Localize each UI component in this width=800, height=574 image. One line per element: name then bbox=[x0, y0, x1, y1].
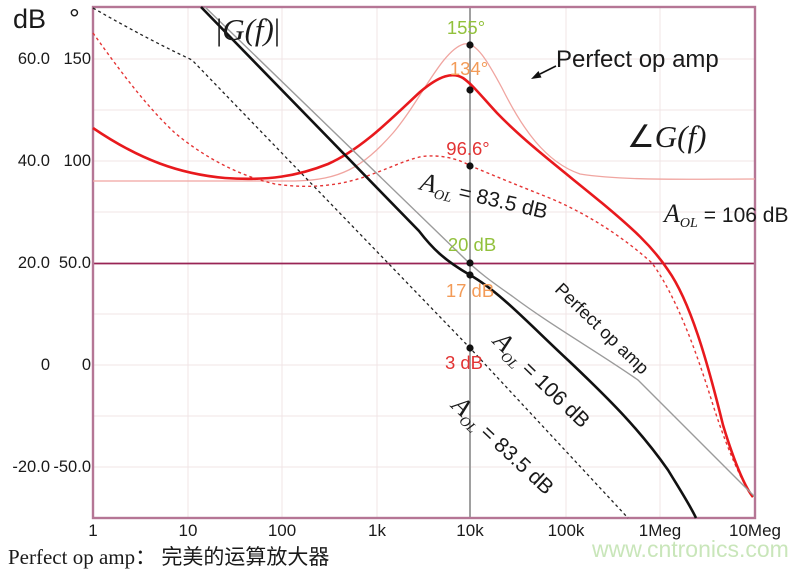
y-tick-db: -20.0 bbox=[12, 458, 50, 476]
cursor-value-gain-106: 17 dB bbox=[445, 280, 495, 301]
y-tick-db: 60.0 bbox=[17, 50, 50, 68]
phase-curve-perfect bbox=[93, 43, 756, 182]
x-tick: 100 bbox=[267, 521, 297, 540]
y-axis-unit-deg: ° bbox=[69, 4, 80, 34]
x-tick: 10 bbox=[178, 521, 198, 540]
cursor-value-phase-106: 134° bbox=[449, 58, 489, 79]
cursor-value-phase-835: 96.6° bbox=[446, 138, 490, 159]
y-tick-db: 0 bbox=[40, 356, 50, 374]
y-tick-deg: 150 bbox=[63, 50, 91, 68]
gain-curve-106 bbox=[200, 6, 698, 519]
annotation-arrow bbox=[531, 65, 557, 79]
perfect-op-amp-annotation: Perfect op amp bbox=[556, 46, 719, 73]
gain-curve-835 bbox=[92, 7, 629, 519]
y-tick-deg: -50.0 bbox=[53, 458, 91, 476]
x-tick: 10k bbox=[456, 521, 484, 540]
gain-curve-perfect bbox=[204, 6, 756, 498]
y-tick-db: 40.0 bbox=[17, 152, 50, 170]
cursor-value-gain-835: 3 dB bbox=[444, 352, 484, 373]
aol-value: = 106 dB bbox=[703, 204, 789, 227]
magnitude-bar: | bbox=[216, 12, 223, 47]
x-tick: 10Meg bbox=[729, 521, 781, 540]
y-tick-db: 20.0 bbox=[17, 254, 50, 272]
x-tick: 1Meg bbox=[638, 521, 682, 540]
x-tick: 1 bbox=[88, 521, 98, 540]
y-tick-deg: 0 bbox=[81, 356, 91, 374]
y-tick-deg: 100 bbox=[63, 152, 91, 170]
cursor-value-gain-perfect: 20 dB bbox=[447, 234, 497, 255]
plot-border bbox=[91, 5, 757, 520]
magnitude-title: |G(f)| bbox=[216, 12, 280, 48]
aol-subscript: OL bbox=[679, 216, 698, 232]
aol-subscript: OL bbox=[432, 187, 454, 206]
grid-lines bbox=[93, 7, 755, 518]
phase-title: ∠G(f) bbox=[627, 119, 706, 155]
aol-106-phase-label: AOL = 106 dB bbox=[664, 199, 788, 232]
x-tick: 1k bbox=[368, 521, 386, 540]
phase-curve-106 bbox=[92, 73, 755, 498]
magnitude-bar: | bbox=[273, 12, 281, 47]
aol-symbol: A bbox=[664, 199, 680, 228]
figure-caption: Perfect op amp： 完美的运算放大器 bbox=[8, 545, 330, 569]
cursor-dots bbox=[466, 41, 474, 352]
angle-symbol: ∠ bbox=[627, 119, 655, 154]
y-axis-unit-db: dB bbox=[13, 4, 47, 34]
watermark: www.cntronics.com bbox=[592, 536, 789, 562]
phase-expr: G(f) bbox=[654, 119, 707, 154]
magnitude-expr: G(f) bbox=[222, 12, 274, 47]
x-tick: 100k bbox=[547, 521, 585, 540]
phase-curve-835 bbox=[92, 32, 754, 498]
y-tick-deg: 50.0 bbox=[58, 254, 91, 272]
cursor-value-phase-perfect: 155° bbox=[446, 17, 486, 38]
